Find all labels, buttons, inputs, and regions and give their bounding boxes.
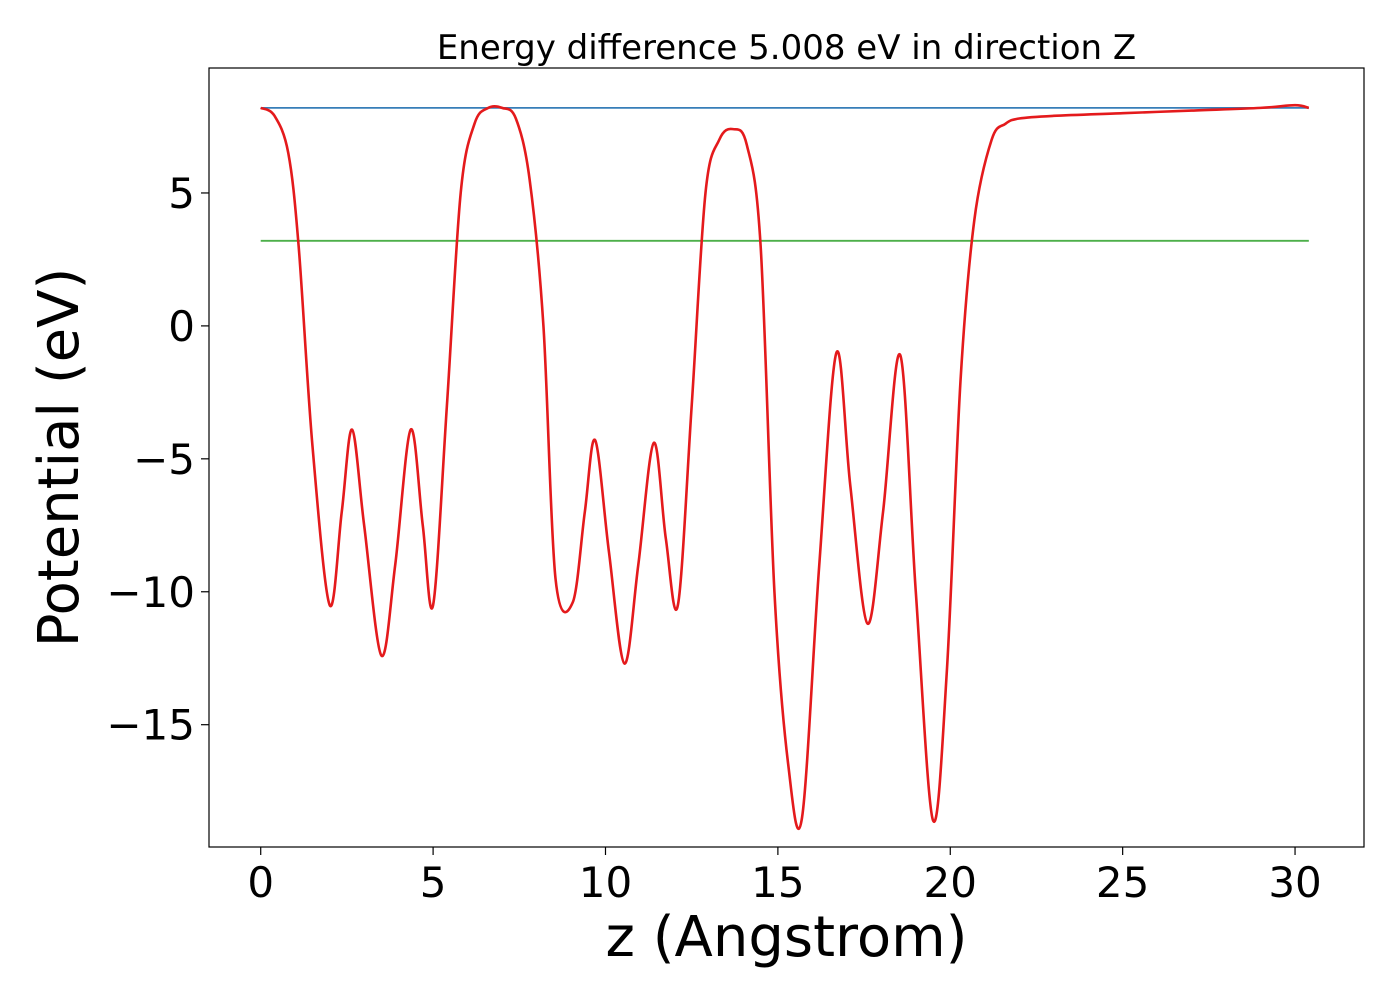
- x-tick-label: 25: [1096, 858, 1149, 907]
- y-tick-label: −5: [133, 435, 195, 484]
- x-axis-ticks: 0 5 10 15 20 25 30: [247, 847, 1322, 907]
- y-axis-title: Potential (eV): [27, 268, 92, 648]
- x-tick-label: 15: [751, 858, 804, 907]
- plot-area-frame: [208, 67, 1365, 848]
- y-axis-ticks: 5 0 −5 −10 −15: [106, 169, 209, 750]
- x-axis-title: z (Angstrom): [606, 905, 968, 970]
- y-tick-label: −15: [106, 701, 195, 750]
- x-tick-label: 0: [247, 858, 274, 907]
- y-tick-label: −10: [106, 568, 195, 617]
- x-tick-label: 30: [1268, 858, 1321, 907]
- series-layer: [260, 103, 1310, 830]
- x-tick-label: 20: [924, 858, 977, 907]
- y-tick-label: 0: [168, 302, 195, 351]
- potential-curve: [260, 103, 1310, 830]
- x-tick-label: 10: [579, 858, 632, 907]
- x-tick-label: 5: [420, 858, 447, 907]
- y-tick-label: 5: [168, 169, 195, 218]
- chart-title: Energy difference 5.008 eV in direction …: [437, 28, 1136, 68]
